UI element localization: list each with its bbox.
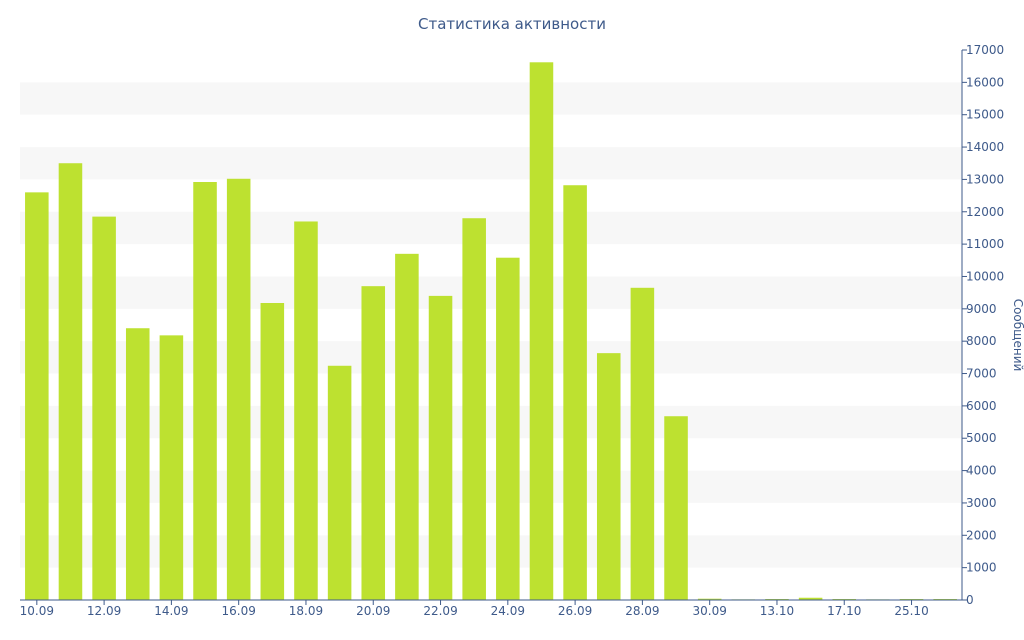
y-tick-label: 11000 (966, 237, 1004, 251)
x-tick-label: 28.09 (625, 604, 659, 618)
bar (327, 365, 352, 600)
bar (664, 416, 688, 600)
x-tick-label: 25.10 (894, 604, 928, 618)
x-tick-label: 10.09 (20, 604, 54, 618)
x-tick-label: 24.09 (491, 604, 525, 618)
y-tick-label: 6000 (966, 399, 997, 413)
bar (395, 253, 419, 600)
bar (496, 257, 520, 600)
y-tick-label: 17000 (966, 43, 1004, 57)
y-tick-label: 9000 (966, 302, 997, 316)
x-tick-label: 16.09 (221, 604, 255, 618)
x-tick-label: 26.09 (558, 604, 592, 618)
bar (798, 597, 823, 600)
chart-title: Статистика активности (418, 15, 606, 33)
grid-band (20, 82, 962, 115)
x-tick-label: 20.09 (356, 604, 390, 618)
y-tick-label: 0 (966, 593, 974, 607)
bar (226, 178, 251, 600)
bar (428, 295, 453, 600)
bar (294, 221, 318, 600)
bar (596, 353, 621, 600)
x-tick-label: 22.09 (423, 604, 457, 618)
bar (58, 163, 83, 600)
y-tick-label: 5000 (966, 431, 997, 445)
x-tick-label: 18.09 (289, 604, 323, 618)
bar (462, 218, 486, 600)
y-tick-label: 12000 (966, 205, 1004, 219)
y-tick-label: 15000 (966, 108, 1004, 122)
x-tick-label: 13.10 (760, 604, 794, 618)
bar (563, 185, 587, 600)
y-tick-label: 2000 (966, 528, 997, 542)
y-tick-label: 13000 (966, 172, 1004, 186)
x-tick-label: 14.09 (154, 604, 188, 618)
x-tick-label: 12.09 (87, 604, 121, 618)
grid-band (20, 211, 962, 245)
y-tick-label: 16000 (966, 75, 1004, 89)
y-axis-label: Сообщений (1011, 299, 1024, 372)
x-tick-label: 17.10 (827, 604, 861, 618)
y-tick-label: 8000 (966, 334, 997, 348)
bar (92, 216, 116, 600)
bar (25, 192, 49, 600)
y-tick-label: 1000 (966, 561, 997, 575)
bar (361, 286, 386, 600)
y-tick-label: 4000 (966, 464, 997, 478)
bar (159, 335, 184, 600)
grid-band (20, 276, 962, 309)
y-tick-label: 7000 (966, 367, 997, 381)
bar (529, 62, 554, 600)
bar (630, 287, 655, 600)
x-tick-label: 30.09 (692, 604, 726, 618)
bar (697, 598, 722, 600)
y-tick-label: 14000 (966, 140, 1004, 154)
y-tick-label: 3000 (966, 496, 997, 510)
y-tick-label: 10000 (966, 269, 1004, 283)
bar (193, 182, 217, 600)
grid-band (20, 147, 962, 180)
bar (125, 328, 150, 600)
bar (260, 303, 285, 600)
